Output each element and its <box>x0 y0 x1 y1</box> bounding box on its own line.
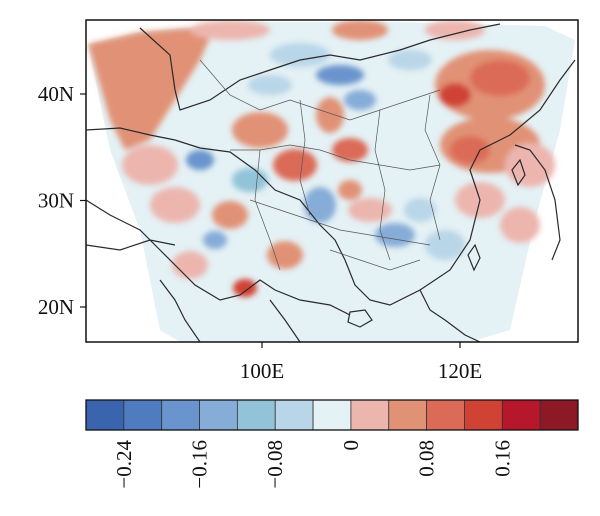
colorbar-swatch <box>539 399 579 431</box>
colorbar-swatch <box>464 399 503 431</box>
boundary-line <box>86 199 351 316</box>
colorbar-swatch <box>236 399 276 431</box>
positive-anomaly <box>450 136 490 164</box>
positive-anomaly <box>332 138 368 162</box>
negative-anomaly <box>232 168 268 192</box>
boundary-line <box>139 23 501 111</box>
colorbar-tick-label: 0 <box>339 440 363 451</box>
negative-anomaly <box>203 231 227 249</box>
positive-anomaly <box>500 207 540 243</box>
province-line <box>299 99 311 216</box>
colorbar-tick-label: 0.08 <box>415 440 439 477</box>
positive-anomaly <box>150 187 200 223</box>
colorbar-swatch <box>274 399 314 431</box>
colorbar-frame <box>85 399 579 431</box>
lon-tick-label: 120E <box>438 359 482 383</box>
country-boundaries <box>86 23 576 342</box>
positive-anomaly <box>233 279 257 297</box>
lat-tick-label: 40N <box>38 82 74 106</box>
positive-anomaly <box>332 20 388 40</box>
positive-anomaly <box>172 251 208 279</box>
positive-anomaly <box>425 20 485 40</box>
colorbar-swatch <box>161 399 200 431</box>
boundary-line <box>86 59 576 306</box>
province-line <box>249 199 431 246</box>
province-boundaries <box>199 59 441 271</box>
colorbar-swatch <box>426 399 465 431</box>
boundary-line <box>159 279 201 342</box>
province-line <box>199 59 441 121</box>
colorbar-swatch <box>312 399 352 431</box>
lat-tick-label: 30N <box>38 189 74 213</box>
coastline <box>419 289 481 342</box>
positive-anomaly <box>316 97 344 133</box>
colorbar-tick-label: −0.24 <box>112 440 136 489</box>
island-outline <box>347 309 373 328</box>
colorbar-tick-label: 0.16 <box>490 440 514 477</box>
positive-anomaly <box>212 201 248 229</box>
colorbar-swatch <box>350 399 390 431</box>
colorbar-tick-label: −0.16 <box>188 440 212 489</box>
lon-tick-label: 100E <box>240 359 284 383</box>
positive-anomaly <box>122 145 178 185</box>
colorbar-swatch <box>123 399 163 431</box>
positive-anomaly <box>439 83 471 107</box>
negative-anomaly <box>344 90 376 110</box>
island-outline <box>467 243 481 272</box>
province-line <box>329 249 421 271</box>
coastline <box>514 144 561 261</box>
colorbar-tick-label: −0.08 <box>263 440 287 489</box>
negative-anomaly <box>316 65 364 85</box>
anomaly-map <box>86 20 578 342</box>
anomaly-field <box>88 20 555 297</box>
colorbar-swatch <box>501 399 541 431</box>
positive-anomaly-west <box>88 26 215 150</box>
colorbar: −0.24 −0.16 −0.08 0 0.08 0.16 <box>85 399 579 489</box>
map-axes: 40N 30N 20N 100E 120E <box>38 82 482 383</box>
boundary-line <box>86 239 176 251</box>
positive-anomaly <box>348 198 392 222</box>
map-frame <box>85 19 579 343</box>
province-line <box>254 149 281 271</box>
colorbar-swatch <box>388 399 428 431</box>
positive-anomaly <box>273 149 317 181</box>
boundary-line <box>269 299 301 342</box>
province-line <box>374 109 391 261</box>
negative-anomaly <box>270 43 330 67</box>
positive-anomaly <box>190 20 270 40</box>
positive-anomaly <box>267 241 303 269</box>
province-line <box>424 94 441 241</box>
negative-anomaly <box>425 230 465 260</box>
province-line <box>230 144 441 171</box>
negative-anomaly <box>248 75 292 95</box>
negative-anomaly <box>375 223 415 247</box>
negative-anomaly <box>388 50 432 70</box>
negative-anomaly <box>186 150 214 170</box>
positive-anomaly <box>232 112 288 148</box>
colorbar-swatch <box>199 399 238 431</box>
positive-anomaly <box>505 143 555 187</box>
negative-anomaly <box>404 198 436 222</box>
positive-anomaly <box>470 60 530 96</box>
island-outline <box>511 158 526 187</box>
colorbar-swatch <box>85 399 125 431</box>
lat-tick-label: 20N <box>38 295 74 319</box>
negative-anomaly <box>304 187 336 223</box>
positive-anomaly <box>338 180 362 200</box>
